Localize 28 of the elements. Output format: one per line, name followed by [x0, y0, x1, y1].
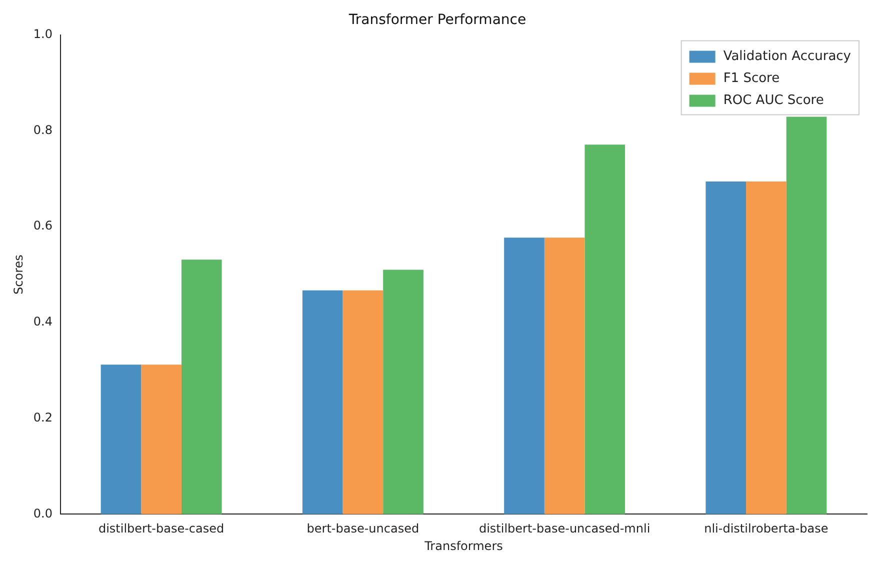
bar [746, 181, 786, 514]
y-tick-label: 0.4 [33, 314, 52, 329]
y-tick-label: 1.0 [33, 26, 52, 41]
y-tick-label: 0.0 [33, 506, 52, 520]
bar [181, 260, 222, 514]
bar [141, 364, 182, 514]
x-axis-title: Transformers [424, 538, 503, 553]
legend-label: Validation Accuracy [723, 49, 852, 64]
y-axis-title: Scores [11, 254, 26, 294]
bar [302, 290, 343, 514]
bar [706, 181, 746, 514]
bar [584, 144, 626, 514]
x-tick-label: bert-base-uncased [306, 522, 420, 536]
bar [342, 290, 384, 514]
y-tick-label: 0.8 [33, 122, 52, 137]
legend-label: F1 Score [723, 71, 780, 86]
chart-title: Transformer Performance [348, 12, 526, 28]
bar [383, 270, 424, 514]
bar [786, 116, 827, 514]
x-tick-label: distilbert-base-cased [98, 522, 224, 536]
x-tick-label: distilbert-base-uncased-mnli [478, 522, 650, 536]
y-tick-label: 0.6 [33, 218, 52, 233]
y-tick-label: 0.2 [33, 410, 52, 424]
legend-label: ROC AUC Score [723, 93, 824, 108]
bar [504, 238, 544, 514]
bar [100, 364, 142, 514]
x-tick-label: nli-distilroberta-base [704, 522, 828, 536]
bar [544, 238, 585, 514]
